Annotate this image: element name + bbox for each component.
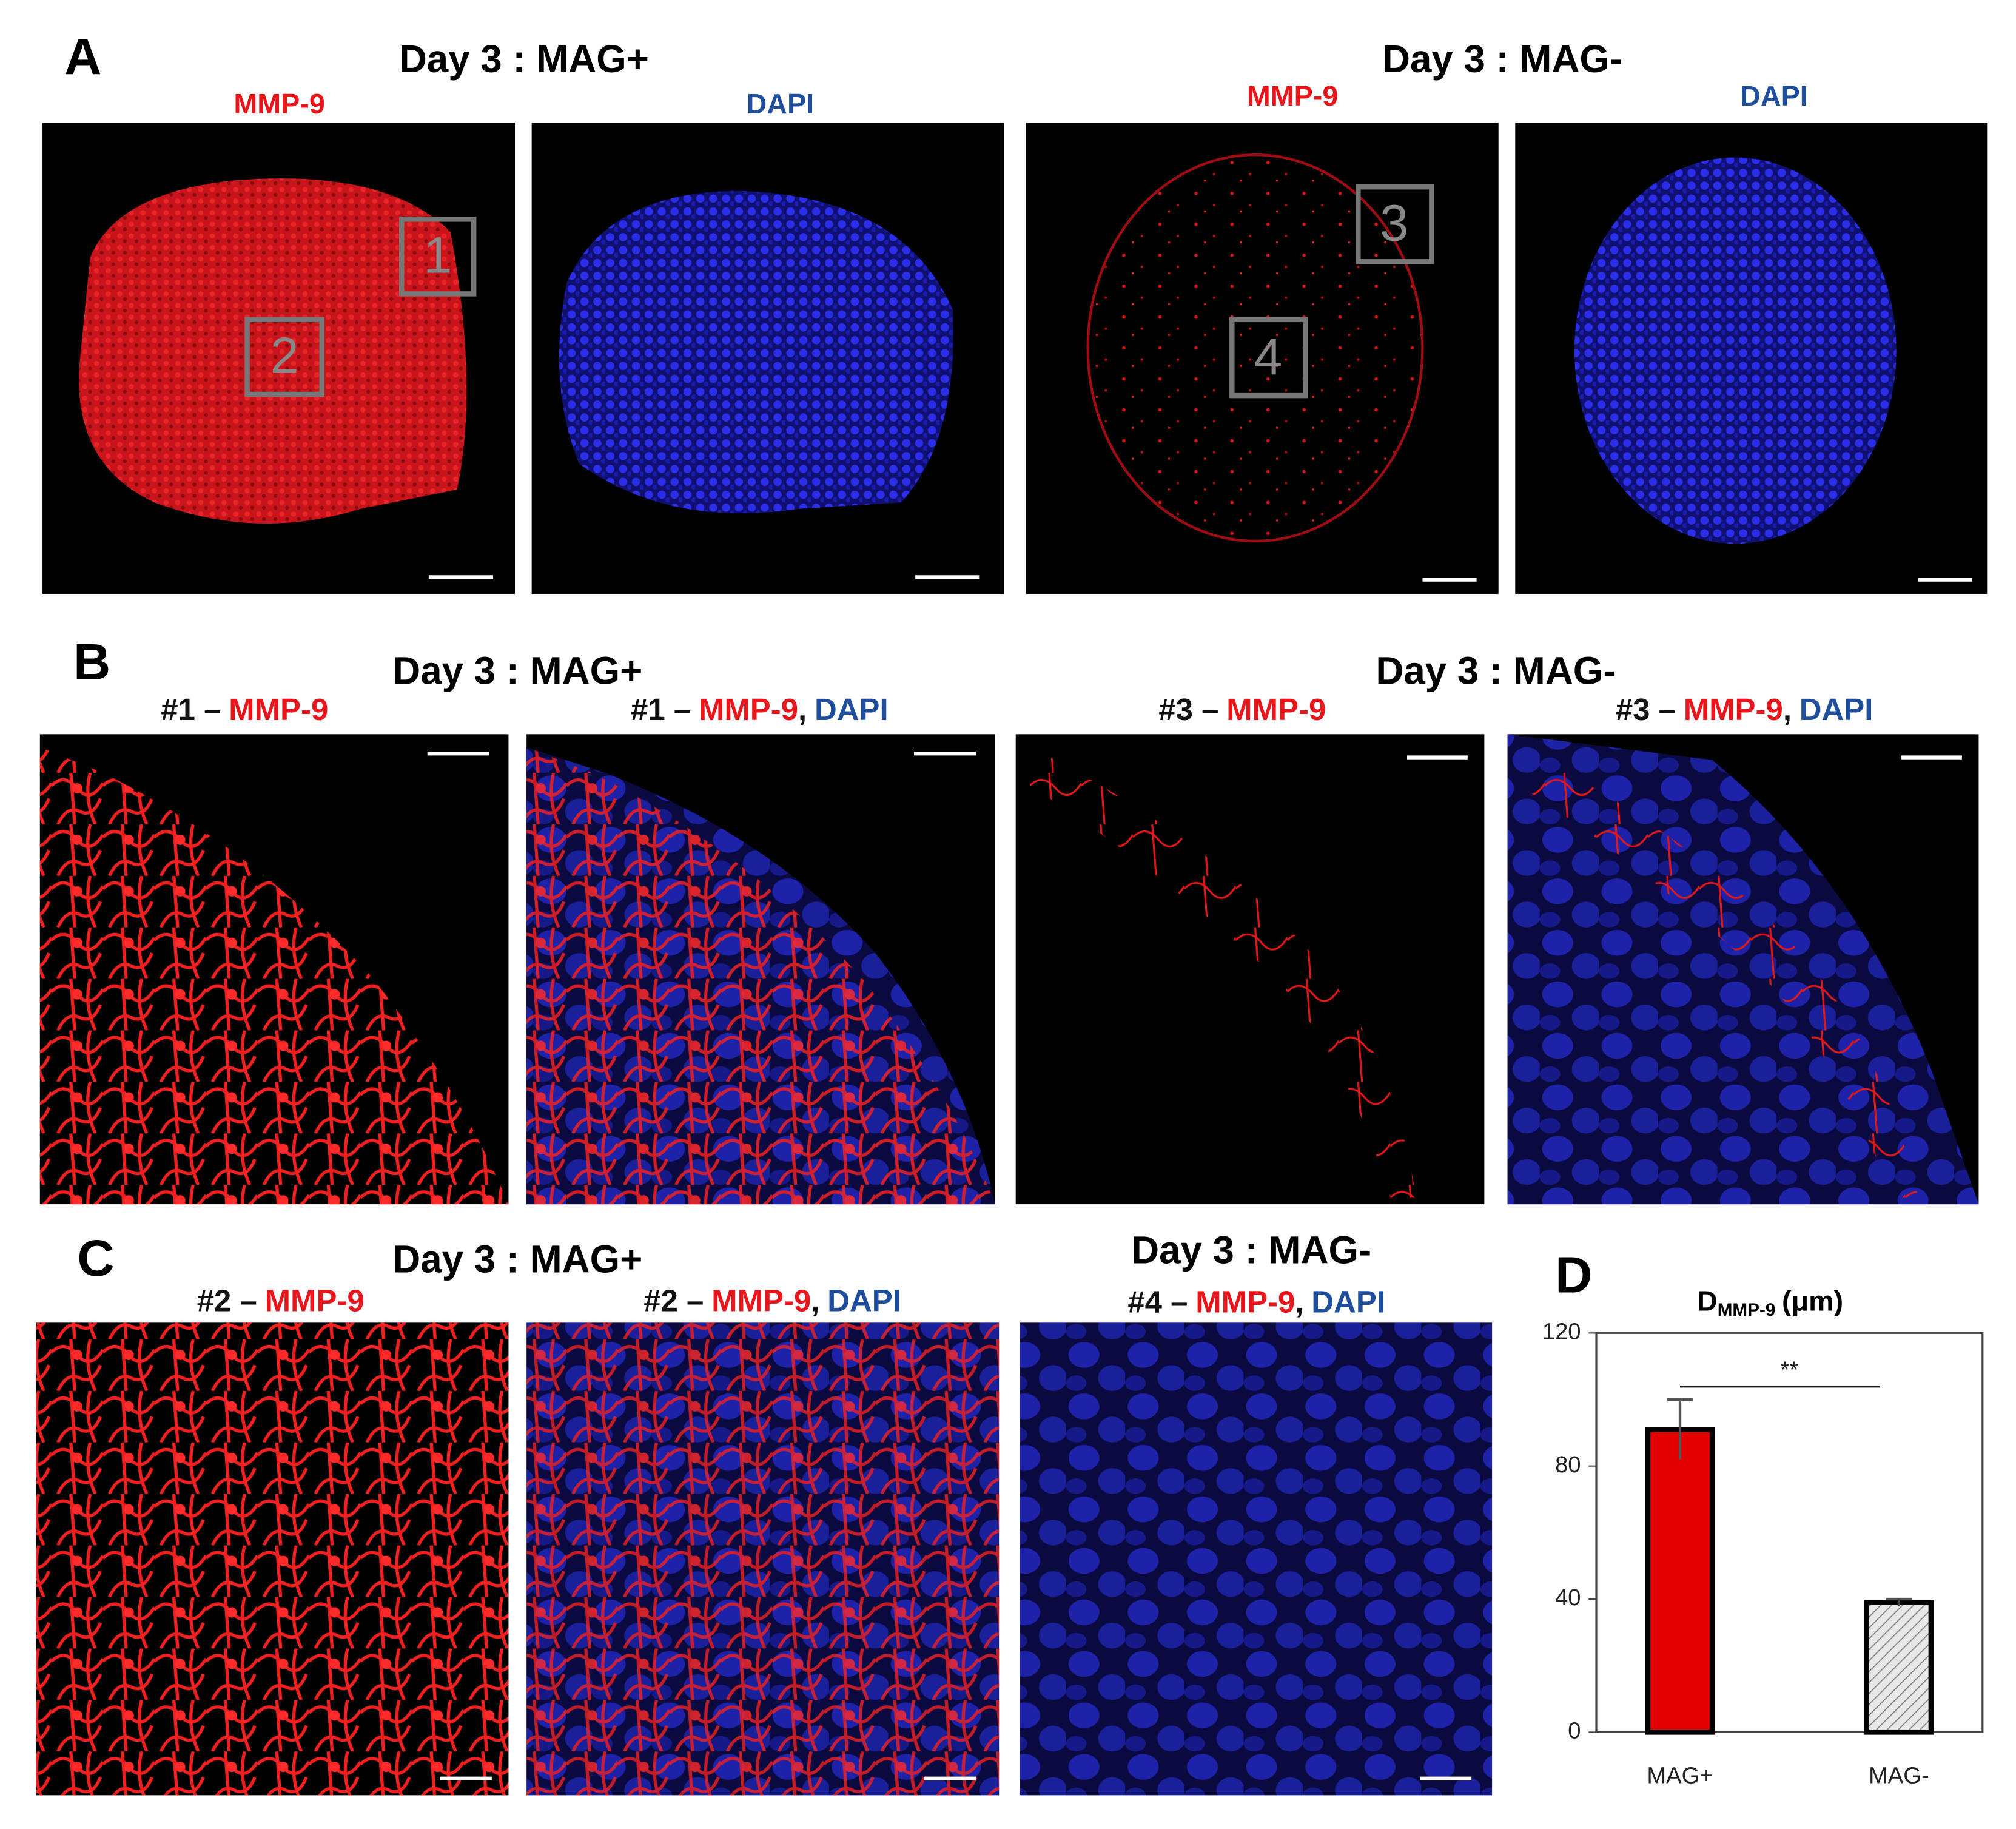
image-label: MMP-9 — [1247, 80, 1338, 112]
bar-chart: 0 40 80 120 MAG+ MAG- ** — [1542, 1318, 1984, 1789]
caption-part: MMP-9 — [699, 693, 798, 727]
roi-number: 1 — [423, 226, 452, 284]
y-tick-label: 120 — [1542, 1318, 1581, 1344]
caption: #3 – MMP-9 — [1158, 693, 1326, 727]
caption-part: DAPI — [827, 1284, 901, 1318]
caption-part: DAPI — [815, 693, 889, 727]
panel-title: Day 3 : MAG+ — [392, 649, 642, 692]
image-label: DAPI — [1740, 80, 1808, 112]
caption: #3 – MMP-9, DAPI — [1616, 693, 1873, 727]
panel-letter: A — [64, 28, 101, 86]
micrograph — [42, 123, 516, 594]
caption-part: DAPI — [1311, 1285, 1385, 1319]
chart-title: DMMP-9 (μm) — [1697, 1285, 1843, 1320]
caption-part: MMP-9 — [1684, 693, 1783, 727]
caption-part: , — [1295, 1285, 1303, 1319]
micrograph — [39, 734, 509, 1205]
caption: #1 – MMP-9, DAPI — [631, 693, 889, 727]
title-main: D — [1697, 1285, 1718, 1317]
caption: #2 – MMP-9, DAPI — [643, 1284, 901, 1318]
image-label: MMP-9 — [234, 88, 324, 120]
roi-number: 4 — [1254, 328, 1282, 385]
micrograph — [1015, 734, 1485, 1205]
y-tick-label: 80 — [1555, 1452, 1581, 1478]
y-tick-label: 40 — [1555, 1585, 1581, 1611]
y-tick-label: 0 — [1568, 1717, 1581, 1743]
image-label: DAPI — [747, 88, 815, 120]
panel-title: Day 3 : MAG+ — [399, 38, 649, 81]
caption-part: , — [811, 1284, 819, 1318]
caption-part: DAPI — [1799, 693, 1873, 727]
micrograph — [531, 123, 1004, 594]
caption-part: MMP-9 — [711, 1284, 811, 1318]
significance-label: ** — [1781, 1356, 1799, 1383]
roi-number: 3 — [1380, 194, 1408, 251]
x-tick-label: MAG- — [1869, 1763, 1929, 1789]
caption-part: #1 – — [161, 693, 221, 727]
caption-part: MMP-9 — [1226, 693, 1326, 727]
caption-part: #1 – — [631, 693, 691, 727]
bar — [1645, 1427, 1715, 1735]
panel-title: Day 3 : MAG- — [1382, 38, 1622, 81]
roi-boxes — [244, 184, 1434, 399]
panel-letter: D — [1555, 1246, 1592, 1304]
micrograph — [526, 1322, 1000, 1796]
caption-part: , — [798, 693, 807, 727]
caption-part: MMP-9 — [265, 1284, 365, 1318]
error-bar — [1886, 1597, 1912, 1606]
caption-part: , — [1783, 693, 1792, 727]
micrograph — [1020, 1322, 1493, 1796]
bar — [1864, 1600, 1934, 1735]
caption-part: #4 – — [1127, 1285, 1188, 1319]
micrograph — [36, 1322, 509, 1796]
caption-part: #2 – — [197, 1284, 257, 1318]
roi-number: 2 — [270, 326, 298, 384]
caption-part: MMP-9 — [229, 693, 328, 727]
caption-part: #2 – — [643, 1284, 704, 1318]
micrograph — [1026, 123, 1499, 594]
caption-part: #3 – — [1616, 693, 1676, 727]
caption: #2 – MMP-9 — [197, 1284, 365, 1318]
panel-letter: B — [73, 633, 110, 690]
title-unit: (μm) — [1782, 1285, 1843, 1317]
micrograph — [1507, 734, 1979, 1205]
x-tick-label: MAG+ — [1647, 1763, 1713, 1789]
caption: #1 – MMP-9 — [161, 693, 328, 727]
panel-title: Day 3 : MAG+ — [392, 1238, 642, 1281]
plot-frame — [1595, 1332, 1984, 1733]
error-bar — [1667, 1398, 1693, 1460]
caption: #4 – MMP-9, DAPI — [1127, 1285, 1385, 1319]
panel-title: Day 3 : MAG- — [1376, 649, 1616, 692]
panel-letter: C — [77, 1229, 114, 1287]
title-subscript: MMP-9 — [1718, 1300, 1776, 1320]
panel-title: Day 3 : MAG- — [1131, 1229, 1371, 1272]
micrograph — [526, 734, 995, 1205]
caption-part: MMP-9 — [1195, 1285, 1295, 1319]
micrograph — [1515, 123, 1988, 594]
caption-part: #3 – — [1158, 693, 1218, 727]
